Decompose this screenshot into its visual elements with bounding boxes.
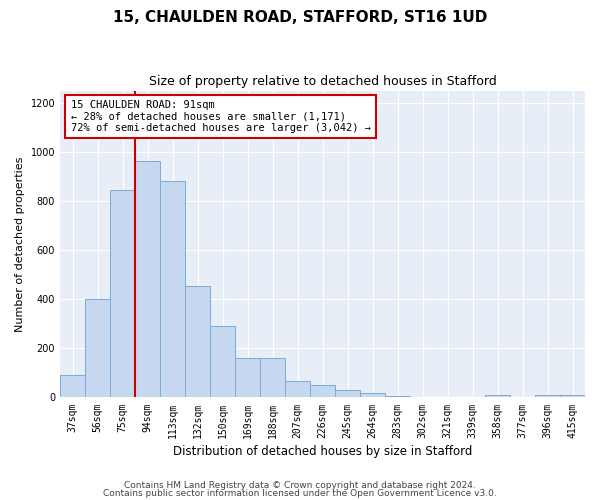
Bar [160,182,185,398]
Bar [360,392,385,398]
Bar [135,160,160,398]
Bar [110,190,135,398]
Title: Size of property relative to detached houses in Stafford: Size of property relative to detached ho… [149,75,496,88]
Bar [285,382,310,398]
Bar [335,390,360,398]
Text: 15, CHAULDEN ROAD, STAFFORD, ST16 1UD: 15, CHAULDEN ROAD, STAFFORD, ST16 1UD [113,10,487,25]
Text: 15 CHAULDEN ROAD: 91sqm
← 28% of detached houses are smaller (1,171)
72% of semi: 15 CHAULDEN ROAD: 91sqm ← 28% of detache… [71,100,371,133]
Bar [210,326,235,398]
X-axis label: Distribution of detached houses by size in Stafford: Distribution of detached houses by size … [173,444,472,458]
Text: Contains HM Land Registry data © Crown copyright and database right 2024.: Contains HM Land Registry data © Crown c… [124,481,476,490]
Y-axis label: Number of detached properties: Number of detached properties [15,156,25,332]
Bar [310,385,335,398]
Bar [560,395,585,398]
Bar [235,358,260,398]
Bar [85,299,110,398]
Bar [260,358,285,398]
Bar [60,376,85,398]
Text: Contains public sector information licensed under the Open Government Licence v3: Contains public sector information licen… [103,488,497,498]
Bar [385,396,410,398]
Bar [535,395,560,398]
Bar [185,286,210,398]
Bar [485,395,510,398]
